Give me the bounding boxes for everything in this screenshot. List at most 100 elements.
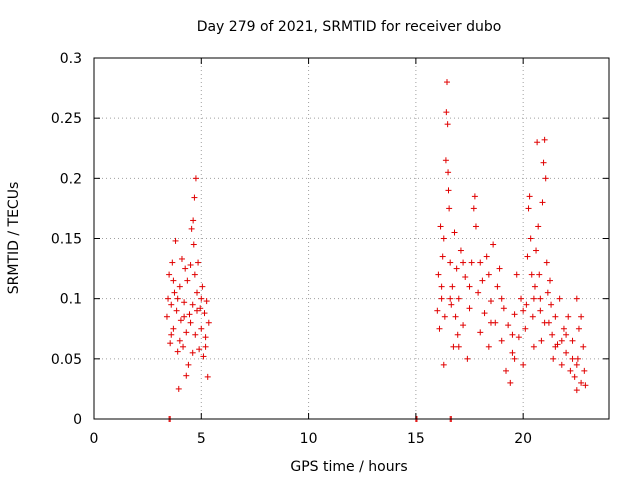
data-point [468, 259, 475, 266]
data-point [437, 223, 444, 230]
data-point [181, 299, 188, 306]
data-point [485, 343, 492, 350]
data-point [438, 283, 445, 290]
x-tick-label: 5 [197, 431, 206, 447]
data-point [509, 331, 516, 338]
data-point [527, 235, 534, 242]
data-point [454, 331, 461, 338]
data-point [447, 295, 454, 302]
data-point [507, 379, 514, 386]
data-point [435, 271, 442, 278]
data-point [443, 109, 450, 116]
y-tick-label: 0.25 [51, 111, 82, 127]
data-point [446, 205, 453, 212]
x-tick-label: 20 [514, 431, 532, 447]
data-point [182, 265, 189, 272]
data-point [582, 382, 589, 389]
data-point [563, 349, 570, 356]
data-point [200, 353, 207, 360]
data-point [175, 385, 182, 392]
data-point [452, 313, 459, 320]
data-point [524, 253, 531, 260]
data-point [455, 295, 462, 302]
data-point [197, 305, 204, 312]
data-point [170, 277, 177, 284]
data-point [438, 295, 445, 302]
data-point [457, 247, 464, 254]
data-point [520, 361, 527, 368]
data-point [170, 325, 177, 332]
data-point [460, 259, 467, 266]
data-point [440, 361, 447, 368]
data-point [196, 346, 203, 353]
data-point [571, 373, 578, 380]
data-point [537, 295, 544, 302]
y-tick-label: 0.15 [51, 232, 82, 248]
data-point [194, 307, 200, 314]
data-point [445, 169, 452, 176]
data-point [205, 319, 212, 326]
data-point [573, 295, 580, 302]
x-tick-label: 0 [90, 431, 99, 447]
data-point [194, 289, 200, 296]
data-point [552, 313, 559, 320]
data-point [444, 121, 451, 128]
data-point [529, 313, 536, 320]
data-point [183, 329, 190, 336]
data-point [520, 307, 527, 314]
data-point [451, 229, 458, 236]
data-point [187, 319, 194, 326]
data-point [191, 271, 198, 278]
data-point [574, 355, 581, 362]
data-point [567, 367, 574, 374]
data-point [203, 298, 210, 305]
data-point [198, 325, 205, 332]
data-point [177, 317, 184, 324]
data-point [546, 277, 553, 284]
data-point [441, 313, 448, 320]
data-point [481, 310, 488, 317]
data-point [173, 307, 180, 314]
data-point [509, 349, 516, 356]
data-point [565, 313, 572, 320]
data-point [202, 334, 209, 341]
data-point [483, 253, 490, 260]
data-point [169, 259, 176, 266]
y-tick-label: 0.3 [60, 51, 82, 67]
data-point [199, 283, 206, 290]
data-point [167, 340, 174, 347]
data-point [530, 343, 537, 350]
data-point [163, 313, 170, 320]
data-point [439, 253, 446, 260]
data-point [479, 277, 486, 284]
data-point [472, 223, 479, 230]
data-point [563, 331, 570, 338]
data-point [578, 379, 585, 386]
data-point [189, 349, 196, 356]
data-point [168, 301, 175, 308]
data-point [466, 283, 473, 290]
data-point [449, 283, 456, 290]
data-point [448, 301, 455, 308]
x-axis-label: GPS time / hours [290, 459, 407, 475]
data-point [494, 283, 501, 290]
data-point [542, 175, 549, 182]
data-point [515, 334, 522, 341]
data-point [477, 259, 484, 266]
data-point [550, 355, 557, 362]
data-point [511, 311, 518, 318]
data-point [537, 307, 544, 314]
data-point [447, 259, 454, 266]
data-point [487, 298, 494, 305]
data-point [544, 289, 551, 296]
grid-lines [94, 58, 609, 419]
data-point [541, 319, 548, 326]
data-point [187, 261, 194, 268]
x-tick-labels: 0 5 10 15 20 [90, 431, 533, 447]
data-point [471, 193, 478, 200]
data-point [450, 343, 457, 350]
data-point [165, 295, 172, 302]
data-point [578, 313, 585, 320]
